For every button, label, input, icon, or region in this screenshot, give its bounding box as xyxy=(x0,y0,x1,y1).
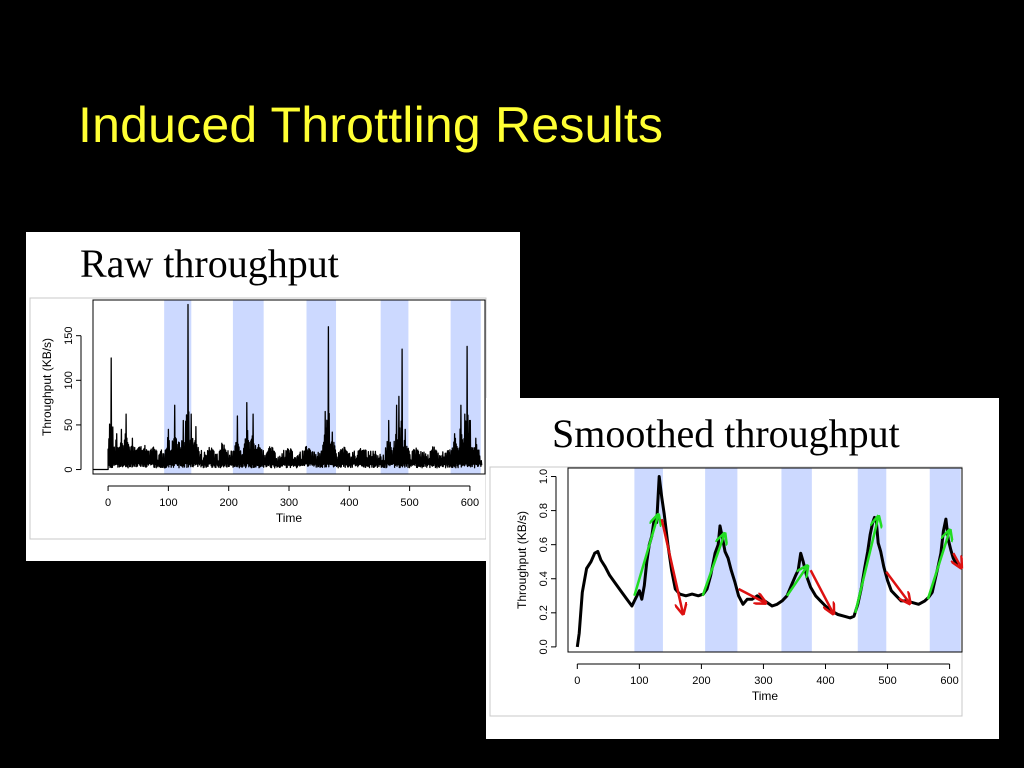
smoothed-x-tick-label-500: 500 xyxy=(878,675,896,687)
fall-arrow-8 xyxy=(885,571,909,603)
raw-x-tick-label-400: 400 xyxy=(340,497,358,509)
fall-arrow-2 xyxy=(660,518,683,613)
raw-x-tick-label-0: 0 xyxy=(105,497,111,509)
fall-arrow-4 xyxy=(738,587,765,603)
smoothed-throughput-panel: Smoothed throughput 0 100 200 300 400 500 600 T… xyxy=(486,398,999,739)
smoothed-throttle-band-3 xyxy=(781,468,812,652)
smoothed-x-tick-label-600: 600 xyxy=(940,675,958,687)
smoothed-throughput-series xyxy=(575,475,959,648)
smoothed-y-tick-label-0: 0.0 xyxy=(538,639,550,654)
raw-plot-frame xyxy=(92,299,486,475)
rise-arrow-3 xyxy=(701,534,725,597)
raw-y-axis-label: Throughput (KB/s) xyxy=(40,338,54,436)
smoothed-y-axis-label: Throughput (KB/s) xyxy=(515,511,529,609)
smoothed-plot-frame xyxy=(567,467,963,653)
smoothed-x-axis-label: Time xyxy=(752,689,779,703)
raw-x-tick-label-200: 200 xyxy=(220,497,238,509)
smoothed-x-tick-label-200: 200 xyxy=(692,675,710,687)
smoothed-x-tick-label-300: 300 xyxy=(754,675,772,687)
fall-arrow-6 xyxy=(809,569,833,613)
rise-arrow-7 xyxy=(854,517,878,614)
smoothed-throttle-band-2 xyxy=(705,468,738,652)
raw-y-tick-label-3: 150 xyxy=(63,327,75,345)
smoothed-x-tick-label-400: 400 xyxy=(816,675,834,687)
smoothed-x-tick-label-0: 0 xyxy=(574,675,580,687)
smoothed-y-tick-label-2: 0.4 xyxy=(538,571,550,586)
smoothed-y-tick-label-5: 1.0 xyxy=(538,469,550,484)
smoothed-chart-title: Smoothed throughput xyxy=(552,411,900,456)
rise-arrow-9 xyxy=(926,531,950,600)
fall-arrow-10 xyxy=(953,552,960,567)
raw-throughput-series xyxy=(93,303,483,471)
raw-throughput-panel: Raw throughput 0 100 200 300 400 500 600 Time 0 5… xyxy=(26,232,520,561)
raw-x-tick-label-600: 600 xyxy=(461,497,479,509)
smoothed-throughput-chart: 0 100 200 300 400 500 600 Time 0.0 0.2 0.4 0.6 0.8 1.… xyxy=(489,466,999,717)
smoothed-y-tick-label-3: 0.6 xyxy=(538,537,550,552)
smoothed-x-tick-label-100: 100 xyxy=(630,675,648,687)
raw-x-tick-label-300: 300 xyxy=(280,497,298,509)
smoothed-y-tick-label-4: 0.8 xyxy=(538,503,550,518)
smoothed-y-tick-label-1: 0.2 xyxy=(538,605,550,620)
raw-x-tick-label-500: 500 xyxy=(400,497,418,509)
raw-y-tick-label-2: 100 xyxy=(63,371,75,389)
rise-arrow-5 xyxy=(785,567,807,597)
slide-title: Induced Throttling Results xyxy=(78,97,664,153)
rise-arrow-1 xyxy=(633,516,658,597)
raw-x-axis-label: Time xyxy=(276,511,303,525)
raw-y-tick-label-1: 50 xyxy=(63,419,75,431)
raw-chart-title: Raw throughput xyxy=(80,241,339,286)
raw-x-tick-label-100: 100 xyxy=(159,497,177,509)
raw-throughput-chart: 0 100 200 300 400 500 600 Time 0 50 100 150 Throughp… xyxy=(29,297,487,540)
raw-y-tick-label-0: 0 xyxy=(63,466,75,472)
